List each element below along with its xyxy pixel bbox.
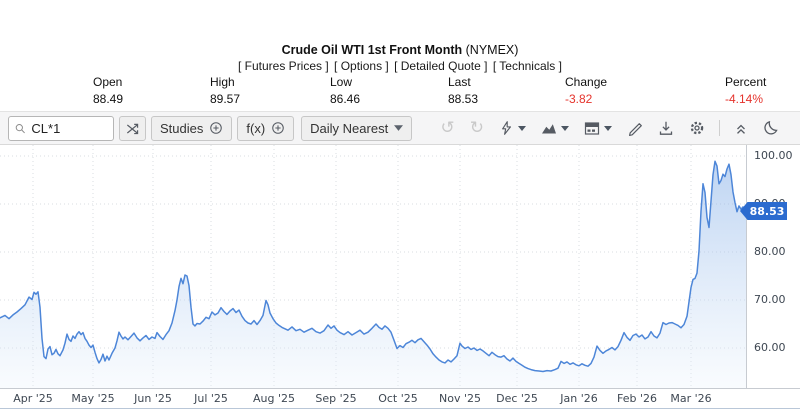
page-title: Crude Oil WTI 1st Front Month (NYMEX)	[0, 43, 800, 57]
stat-label: Open	[93, 75, 123, 89]
stat-value: 88.49	[93, 92, 124, 106]
search-icon	[15, 123, 25, 133]
quote-links: [ Futures Prices ] [ Options ] [ Detaile…	[0, 59, 800, 73]
plus-circle-icon	[210, 122, 223, 134]
draw-button[interactable]	[626, 119, 644, 137]
stat-label: Change	[565, 75, 608, 89]
panel-layout-dropdown[interactable]	[583, 120, 613, 137]
y-axis-label: 70.00	[754, 292, 786, 306]
x-axis-label: Feb '26	[617, 392, 657, 405]
x-axis-label: Jun '25	[134, 392, 172, 405]
x-axis-label: May '25	[71, 392, 115, 405]
stat-label: Low	[330, 75, 353, 89]
x-axis-label: Dec '25	[496, 392, 538, 405]
chevron-down-icon	[561, 125, 569, 131]
y-axis-label: 100.00	[754, 148, 793, 162]
y-axis-label: 60.00	[754, 340, 786, 354]
lightning-icon	[502, 121, 511, 135]
technicals-link[interactable]: [ Technicals ]	[492, 59, 562, 73]
compare-icon	[126, 123, 139, 134]
stat-low: Low 86.46	[330, 75, 360, 106]
undo-button[interactable]: ↺	[440, 119, 456, 137]
events-dropdown[interactable]	[498, 119, 527, 137]
download-icon	[659, 121, 673, 135]
stat-value: -3.82	[565, 92, 593, 106]
symbol-title: Crude Oil WTI 1st Front Month	[281, 43, 463, 57]
studies-label: Studies	[160, 120, 204, 136]
stat-high: High 89.57	[210, 75, 240, 106]
x-axis-label: Sep '25	[315, 392, 357, 405]
stat-value: 89.57	[210, 92, 241, 106]
dark-mode-toggle[interactable]	[762, 119, 780, 137]
stat-percent: Percent -4.14%	[725, 75, 766, 106]
gear-icon	[690, 121, 704, 135]
studies-button[interactable]: Studies	[151, 115, 233, 141]
area-chart-icon	[542, 124, 556, 134]
toolbar-right-icons: ↺ ↻	[440, 119, 781, 137]
x-axis-label: Mar '26	[670, 392, 712, 405]
fx-label: f(x)	[246, 120, 266, 136]
stat-open: Open 88.49	[93, 75, 123, 106]
redo-icon: ↻	[469, 118, 484, 138]
undo-icon: ↺	[440, 118, 455, 138]
futures-prices-link[interactable]: [ Futures Prices ]	[238, 59, 329, 73]
y-axis-label: 80.00	[754, 244, 786, 258]
stat-value: -4.14%	[725, 92, 764, 106]
exchange-label: (NYMEX)	[465, 43, 519, 57]
compare-button[interactable]	[119, 115, 146, 141]
x-axis-label: Aug '25	[253, 392, 295, 405]
download-button[interactable]	[657, 119, 675, 137]
double-chevron-up-icon	[737, 124, 745, 134]
detailed-quote-link[interactable]: [ Detailed Quote ]	[394, 59, 488, 73]
chart-plot-canvas[interactable]	[0, 145, 800, 389]
options-link[interactable]: [ Options ]	[334, 59, 389, 73]
collapse-toolbar-button[interactable]	[733, 120, 749, 137]
moon-icon	[764, 120, 778, 135]
stat-label: High	[210, 75, 235, 89]
price-line	[0, 160, 747, 373]
chevron-down-icon	[604, 125, 612, 131]
periodicity-label: Daily Nearest	[310, 120, 389, 136]
chevron-down-icon	[394, 125, 404, 131]
x-axis-label: Oct '25	[378, 392, 418, 405]
symbol-search[interactable]	[8, 115, 114, 141]
stat-change: Change -3.82	[565, 75, 607, 106]
price-area-fill	[0, 161, 746, 389]
quote-header: Crude Oil WTI 1st Front Month (NYMEX) [ …	[0, 0, 800, 111]
toolbar-divider	[719, 120, 720, 136]
chart-toolbar: Studies f(x) Daily Nearest ↺ ↻	[0, 111, 800, 145]
periodicity-dropdown[interactable]: Daily Nearest	[301, 115, 413, 141]
x-axis-label: Jan '26	[560, 392, 598, 405]
chevron-down-icon	[518, 125, 526, 131]
x-axis: Apr '25 May '25 Jun '25 Jul '25 Aug '25 Sep '…	[0, 389, 800, 409]
stat-label: Last	[448, 75, 471, 89]
quote-stats: Open 88.49 High 89.57 Low 86.46 Last 88.…	[0, 75, 800, 107]
stat-value: 88.53	[448, 92, 479, 106]
stat-last: Last 88.53	[448, 75, 478, 106]
settings-button[interactable]	[688, 119, 706, 137]
chart-style-dropdown[interactable]	[540, 120, 570, 136]
x-axis-label: Nov '25	[439, 392, 481, 405]
redo-button[interactable]: ↻	[469, 119, 485, 137]
x-axis-label: Jul '25	[194, 392, 228, 405]
footer-strip	[0, 409, 800, 415]
plus-circle-icon	[272, 122, 284, 134]
stat-label: Percent	[725, 75, 767, 89]
functions-button[interactable]: f(x)	[237, 115, 295, 141]
stat-value: 86.46	[330, 92, 361, 106]
last-price-badge: 88.53	[740, 202, 787, 221]
symbol-search-input[interactable]	[29, 119, 107, 137]
x-axis-label: Apr '25	[13, 392, 53, 405]
panels-icon	[584, 121, 600, 135]
pencil-icon	[629, 123, 642, 136]
